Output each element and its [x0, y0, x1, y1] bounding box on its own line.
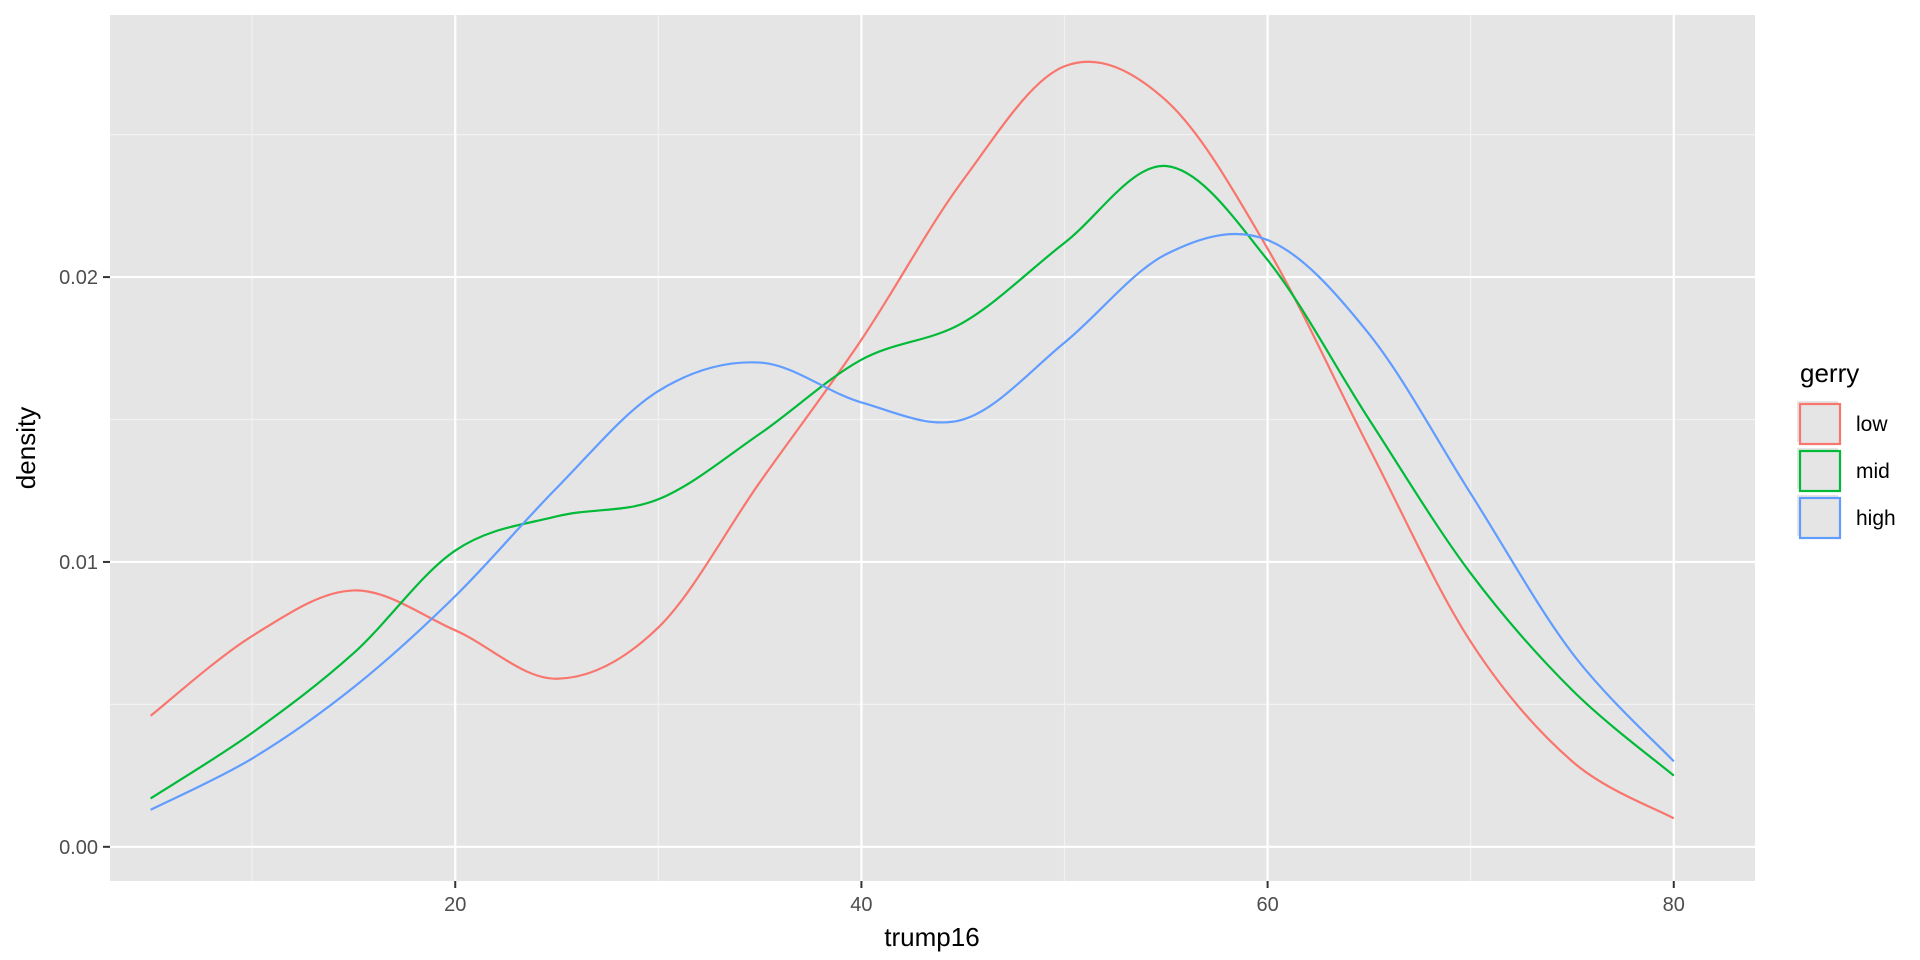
y-tick-label: 0.01 — [59, 552, 98, 574]
x-tick-label: 40 — [850, 894, 872, 916]
y-axis-title: density — [11, 407, 41, 489]
y-axis: 0.00 0.01 0.02 — [59, 267, 110, 859]
x-tick-label: 20 — [444, 894, 466, 916]
legend: gerry low mid high — [1797, 358, 1896, 540]
legend-swatch-low — [1798, 402, 1842, 446]
series-line-high — [150, 233, 1675, 811]
x-tick-label: 80 — [1663, 894, 1685, 916]
x-axis-title: trump16 — [884, 922, 979, 952]
legend-swatch-mid — [1798, 449, 1842, 493]
legend-label-mid: mid — [1856, 460, 1890, 483]
x-axis: 20 40 60 80 — [444, 881, 1685, 916]
minor-grid — [110, 15, 1755, 881]
y-tick-label: 0.00 — [59, 837, 98, 859]
series-lines — [149, 60, 1675, 820]
y-tick-label: 0.02 — [59, 267, 98, 289]
panel-background — [110, 15, 1755, 881]
series-line-mid — [150, 164, 1675, 800]
series-line-low — [149, 60, 1675, 820]
legend-label-high: high — [1856, 507, 1896, 530]
major-grid — [110, 15, 1755, 881]
legend-label-low: low — [1856, 413, 1888, 436]
legend-title: gerry — [1800, 358, 1859, 388]
x-tick-label: 60 — [1256, 894, 1278, 916]
legend-swatch-high — [1798, 496, 1842, 540]
